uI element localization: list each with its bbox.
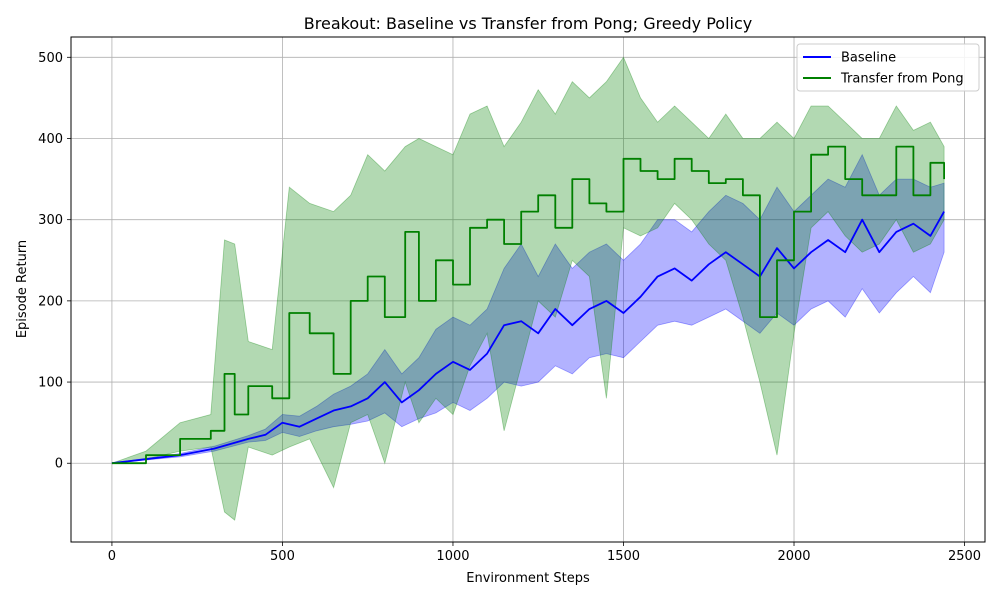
x-tick-label: 2000 xyxy=(777,549,810,564)
legend-label-transfer-from-pong: Transfer from Pong xyxy=(840,72,964,87)
y-tick-label: 500 xyxy=(38,51,63,66)
plot-area-frame xyxy=(70,36,986,543)
x-tick-label: 1500 xyxy=(607,549,640,564)
y-tick-label: 200 xyxy=(38,294,63,309)
transfer-from-pong-band xyxy=(111,56,945,521)
legend: Baseline Transfer from Pong xyxy=(796,43,980,92)
legend-label-baseline: Baseline xyxy=(841,51,896,66)
y-axis-label: Episode Return xyxy=(15,240,30,338)
x-axis-label: Environment Steps xyxy=(466,571,590,586)
transfer-from-pong-line xyxy=(111,145,945,465)
y-tick-label: 100 xyxy=(38,376,63,391)
x-tick-label: 0 xyxy=(108,549,116,564)
y-tick-label: 400 xyxy=(38,132,63,147)
x-tick-label: 500 xyxy=(270,549,295,564)
baseline-band xyxy=(111,153,945,464)
legend-box xyxy=(796,43,980,92)
baseline-line xyxy=(111,211,945,465)
x-tick-label: 1000 xyxy=(436,549,469,564)
y-tick-label: 300 xyxy=(38,213,63,228)
y-tick-label: 0 xyxy=(55,457,63,472)
chart-title: Breakout: Baseline vs Transfer from Pong… xyxy=(304,14,752,33)
x-tick-label: 2500 xyxy=(948,549,981,564)
